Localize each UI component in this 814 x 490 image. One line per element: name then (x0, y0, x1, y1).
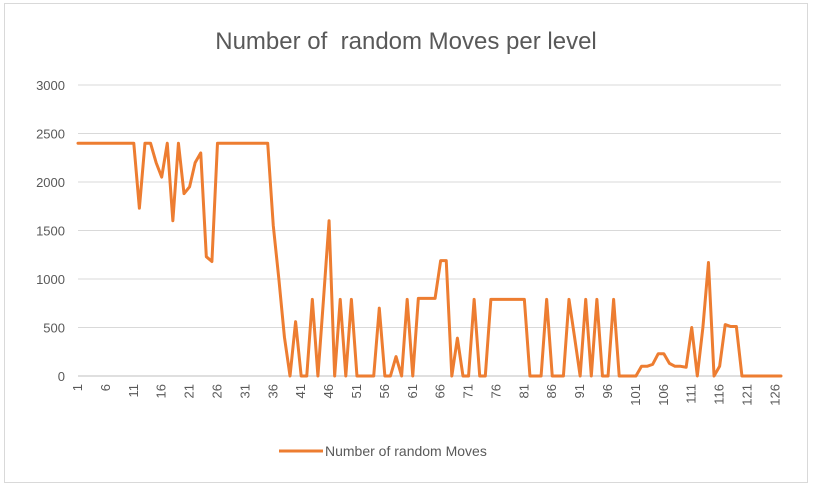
y-axis-ticks: 0 500 1000 1500 2000 2500 3000 (36, 78, 65, 384)
x-tick-label: 66 (433, 384, 448, 398)
y-tick-label: 1500 (36, 224, 65, 239)
x-tick-label: 1 (70, 384, 85, 391)
x-tick-label: 71 (461, 384, 476, 398)
x-tick-label: 106 (656, 384, 671, 406)
y-tick-label: 3000 (36, 78, 65, 93)
chart-title: Number of random Moves per level (215, 28, 597, 55)
legend: Number of random Moves (279, 443, 487, 459)
x-tick-label: 121 (740, 384, 755, 406)
x-tick-label: 26 (209, 384, 224, 398)
x-tick-label: 91 (572, 384, 587, 398)
series-layer (76, 141, 783, 378)
x-tick-label: 41 (293, 384, 308, 398)
x-tick-label: 61 (405, 384, 420, 398)
x-tick-label: 6 (98, 384, 113, 391)
chart-frame: Number of random Moves per level 0 500 100… (4, 3, 808, 483)
x-tick-label: 111 (684, 384, 699, 404)
x-tick-label: 116 (712, 384, 727, 405)
series-line (76, 141, 783, 378)
x-tick-label: 46 (321, 384, 336, 398)
x-tick-label: 31 (237, 384, 252, 398)
x-tick-label: 51 (349, 384, 364, 398)
x-tick-label: 21 (182, 384, 197, 398)
gridlines (78, 84, 781, 377)
x-tick-label: 101 (628, 384, 643, 406)
x-tick-label: 86 (544, 384, 559, 398)
y-tick-label: 2500 (36, 127, 65, 142)
y-tick-label: 1000 (36, 272, 65, 287)
x-tick-label: 11 (126, 384, 141, 398)
y-tick-label: 0 (58, 369, 65, 384)
legend-label: Number of random Moves (325, 443, 487, 459)
x-tick-label: 16 (154, 384, 169, 398)
x-axis-ticks: 1 6 11 16 21 26 31 36 41 46 51 56 61 66 71 76 81 86 91 96 10… (70, 384, 782, 406)
x-tick-label: 96 (600, 384, 615, 398)
x-tick-label: 36 (265, 384, 280, 398)
x-tick-label: 126 (767, 384, 782, 406)
x-tick-label: 81 (516, 384, 531, 398)
x-tick-label: 56 (377, 384, 392, 398)
y-tick-label: 2000 (36, 175, 65, 190)
x-tick-label: 76 (488, 384, 503, 398)
y-tick-label: 500 (43, 321, 65, 336)
